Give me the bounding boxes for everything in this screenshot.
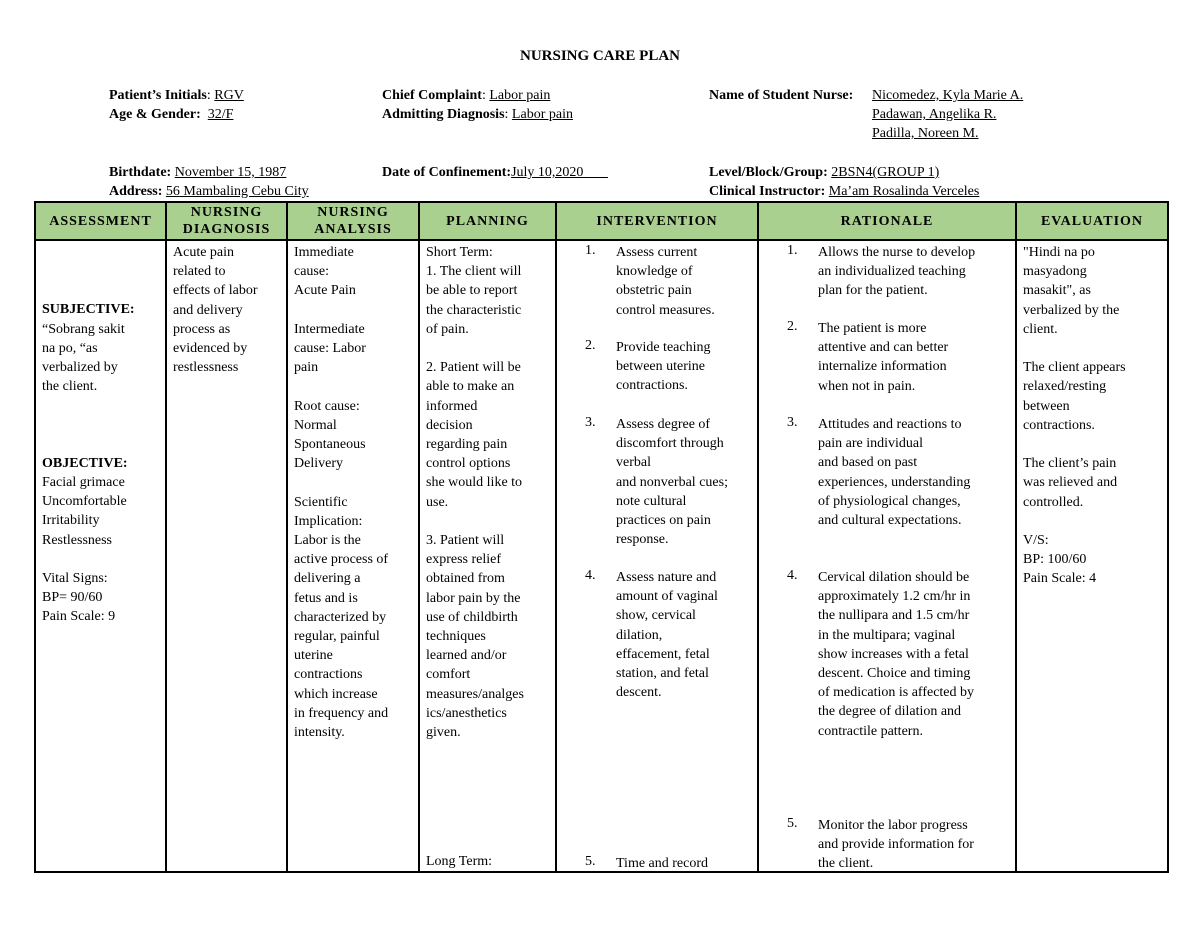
- student-nurse-3: Padilla, Noreen M.: [872, 126, 979, 141]
- diagnosis-text: Acute pain related to effects of labor a…: [173, 245, 258, 376]
- clinical-instructor: Clinical Instructor: Ma’am Rosalinda Ver…: [709, 184, 980, 199]
- col-rationale: RATIONALE: [757, 201, 1017, 241]
- planning-long-term: Long Term:: [426, 854, 493, 869]
- care-plan-table: ASSESSMENT NURSING DIAGNOSIS NURSING ANA…: [34, 201, 1169, 873]
- col-nursing-analysis: NURSING ANALYSIS: [286, 201, 420, 241]
- rationale-cell: 1. Allows the nurse to develop an individ…: [757, 239, 1017, 873]
- analysis-cell: Immediate cause: Acute Pain Intermediate…: [286, 239, 420, 873]
- admitting-diagnosis: Admitting Diagnosis: Labor pain: [382, 107, 573, 122]
- date-of-confinement: Date of Confinement:July 10,2020: [382, 165, 584, 180]
- evaluation-text: "Hindi na po masyadong masakit", as verb…: [1023, 245, 1126, 587]
- col-nursing-diagnosis: NURSING DIAGNOSIS: [165, 201, 288, 241]
- student-nurse-2: Padawan, Angelika R.: [872, 107, 997, 122]
- assessment-cell: SUBJECTIVE: “Sobrang sakit na po, “as ve…: [34, 239, 167, 873]
- evaluation-cell: "Hindi na po masyadong masakit", as verb…: [1015, 239, 1169, 873]
- student-nurse-label: Name of Student Nurse:: [709, 88, 854, 103]
- age-gender: Age & Gender: 32/F: [109, 107, 234, 122]
- subjective-text: “Sobrang sakit na po, “as verbalized by …: [42, 321, 125, 395]
- table-row: SUBJECTIVE: “Sobrang sakit na po, “as ve…: [34, 239, 1169, 873]
- page-title: NURSING CARE PLAN: [519, 48, 680, 64]
- patient-initials: Patient’s Initials: RGV: [109, 88, 244, 103]
- subjective-label: SUBJECTIVE:: [42, 302, 135, 318]
- student-nurse-1: Nicomedez, Kyla Marie A.: [872, 88, 1024, 103]
- level-block-group: Level/Block/Group: 2BSN4(GROUP 1): [709, 165, 940, 180]
- planning-cell: Short Term: 1. The client will be able t…: [418, 239, 557, 873]
- planning-text: Short Term: 1. The client will be able t…: [426, 245, 524, 741]
- chief-complaint: Chief Complaint: Labor pain: [382, 88, 551, 103]
- col-planning: PLANNING: [418, 201, 557, 241]
- intervention-cell: 1. Assess current knowledge of obstetric …: [555, 239, 759, 873]
- table-header-row: ASSESSMENT NURSING DIAGNOSIS NURSING ANA…: [34, 201, 1169, 241]
- analysis-text: Immediate cause: Acute Pain Intermediate…: [294, 245, 389, 741]
- col-evaluation: EVALUATION: [1015, 201, 1169, 241]
- objective-text: Facial grimace Uncomfortable Irritabilit…: [42, 475, 127, 625]
- objective-label: OBJECTIVE:: [42, 455, 128, 471]
- birthdate: Birthdate: November 15, 1987: [109, 165, 287, 180]
- col-intervention: INTERVENTION: [555, 201, 759, 241]
- col-assessment: ASSESSMENT: [34, 201, 167, 241]
- address: Address: 56 Mambaling Cebu City: [109, 184, 309, 199]
- diagnosis-cell: Acute pain related to effects of labor a…: [165, 239, 288, 873]
